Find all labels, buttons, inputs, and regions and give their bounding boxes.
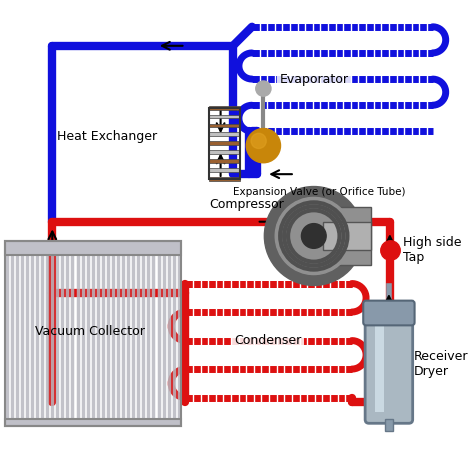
Bar [5,419,181,426]
Text: High side
Tap: High side Tap [403,236,462,264]
Bar [209,141,240,145]
Bar [385,420,393,431]
Text: Receiver
Dryer: Receiver Dryer [414,350,468,378]
Bar [209,159,240,163]
Text: Vacuum Collector: Vacuum Collector [36,325,145,338]
Bar [209,114,240,118]
Bar [5,241,181,426]
Circle shape [301,224,326,248]
Bar [5,241,181,255]
Bar [209,132,240,136]
Circle shape [264,187,363,285]
Bar [209,123,240,127]
Text: Evaporator: Evaporator [279,73,348,86]
Bar [209,150,240,154]
Circle shape [275,197,352,275]
Bar [209,177,240,181]
Circle shape [251,133,266,148]
Circle shape [246,129,281,163]
Circle shape [256,81,271,96]
Bar [374,323,384,412]
FancyBboxPatch shape [363,300,415,325]
Bar [209,106,240,110]
Text: Expansion Valve (or Orifice Tube): Expansion Valve (or Orifice Tube) [233,187,405,197]
Text: Condenser: Condenser [235,334,302,347]
Bar [209,168,240,172]
Text: Compressor: Compressor [209,198,284,211]
Bar [323,207,371,265]
Bar [323,222,371,250]
Text: Heat Exchanger: Heat Exchanger [57,130,157,143]
FancyBboxPatch shape [365,311,413,423]
Bar [209,107,240,179]
